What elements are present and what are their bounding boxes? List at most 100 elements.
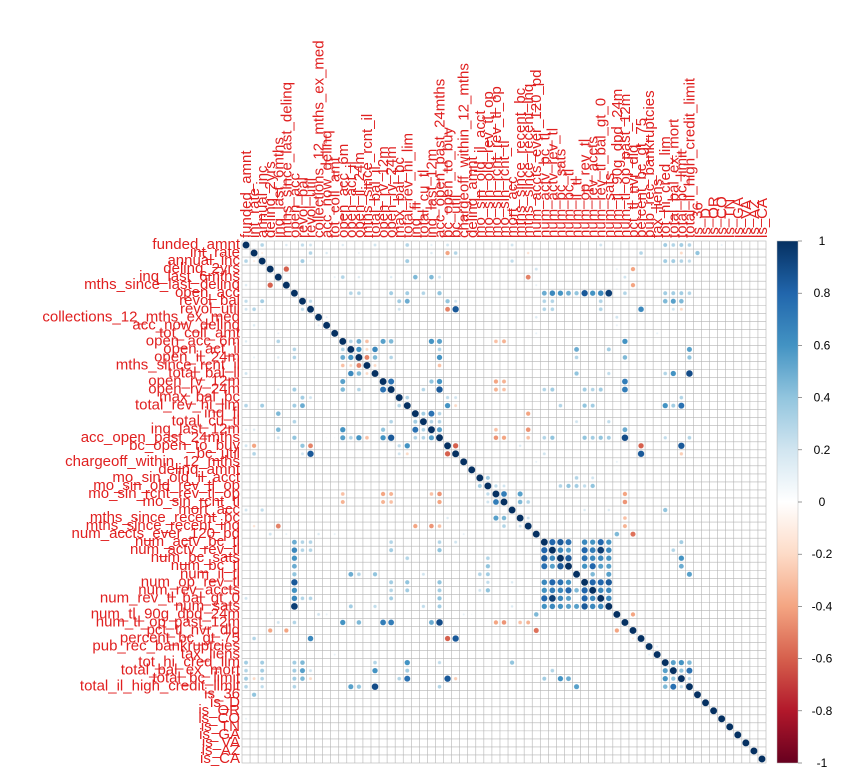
- correlation-circle: [421, 291, 426, 296]
- correlation-circle: [557, 547, 564, 554]
- correlation-circle: [621, 378, 629, 385]
- column-label: is_AZ: [746, 200, 763, 238]
- correlation-circle: [655, 645, 659, 648]
- correlation-circle: [421, 604, 426, 609]
- correlation-circle: [436, 378, 443, 385]
- correlation-circle: [671, 307, 676, 312]
- column-label: num_bc_tl: [560, 169, 577, 238]
- correlation-circle: [291, 587, 298, 594]
- correlation-circle: [307, 450, 315, 458]
- correlation-circle: [621, 434, 629, 442]
- row-label: open_rv_24m: [148, 381, 240, 398]
- correlation-circle: [605, 555, 612, 562]
- correlation-circle: [244, 299, 248, 304]
- correlation-circle: [589, 562, 597, 570]
- correlation-circle: [444, 675, 452, 683]
- correlation-circle: [260, 242, 265, 248]
- correlation-circle: [622, 291, 628, 296]
- correlation-circle: [291, 435, 297, 441]
- correlation-circle: [615, 284, 618, 287]
- correlation-circle: [549, 290, 556, 297]
- correlation-circle: [508, 506, 516, 514]
- correlation-circle: [565, 603, 572, 610]
- correlation-circle: [534, 267, 539, 271]
- correlation-circle: [268, 532, 272, 536]
- correlation-circle: [685, 369, 693, 378]
- correlation-circle: [333, 275, 337, 279]
- correlation-circle: [403, 675, 411, 682]
- color-legend-label: 0.8: [814, 286, 831, 300]
- correlation-circle: [534, 460, 538, 464]
- correlation-circle: [412, 523, 418, 529]
- correlation-circle: [251, 443, 257, 449]
- column-label: open_il_24m: [351, 152, 368, 238]
- correlation-circle: [647, 653, 651, 656]
- correlation-circle: [341, 243, 345, 247]
- correlation-circle: [662, 258, 668, 264]
- correlation-circle: [317, 324, 320, 327]
- correlation-circle: [622, 499, 628, 505]
- correlation-circle: [639, 629, 643, 632]
- correlation-circle: [292, 403, 297, 408]
- row-label: total_bal_ex_mort: [121, 662, 241, 679]
- row-label: pub_rec_bankruptcies: [92, 638, 240, 655]
- correlation-circle: [662, 507, 668, 513]
- correlation-circle: [485, 492, 490, 496]
- correlation-circle: [452, 635, 460, 643]
- correlation-circle: [453, 299, 458, 303]
- correlation-circle: [308, 250, 313, 256]
- column-label: mort_acc: [504, 176, 521, 238]
- column-label: num_rev_accts: [585, 136, 602, 238]
- correlation-circle: [243, 403, 249, 408]
- correlation-circle: [597, 563, 604, 570]
- correlation-circle: [443, 442, 452, 450]
- correlation-circle: [500, 498, 508, 506]
- column-label: total_bal_il: [367, 166, 384, 238]
- column-label: mths_since_last_delinq: [278, 82, 295, 238]
- column-label: total_cu_tl: [415, 170, 432, 238]
- correlation-circle: [615, 315, 619, 320]
- correlation-circle: [534, 332, 538, 335]
- correlation-circle: [429, 379, 434, 384]
- correlation-circle: [421, 435, 426, 440]
- correlation-circle: [404, 442, 411, 449]
- correlation-circle: [388, 547, 394, 553]
- correlation-circle: [397, 676, 402, 681]
- correlation-circle: [589, 603, 596, 610]
- row-label: num_accts_ever_120_pd: [72, 525, 240, 542]
- correlation-circle: [493, 435, 499, 441]
- correlation-circle: [589, 595, 596, 602]
- correlation-circle: [485, 587, 491, 593]
- correlation-circle: [670, 683, 677, 690]
- correlation-circle: [380, 491, 386, 497]
- correlation-circle: [243, 684, 249, 689]
- correlation-circle: [623, 275, 627, 279]
- column-label: total_bal_ex_mort: [665, 118, 682, 238]
- correlation-circle: [413, 435, 418, 440]
- correlation-circle: [274, 273, 283, 281]
- correlation-circle: [679, 684, 684, 689]
- row-label: num_tl_90g_dpd_24m: [91, 605, 240, 622]
- correlation-circle: [510, 580, 514, 584]
- color-legend-label: 0: [819, 495, 826, 509]
- column-label: num_bc_sats: [552, 149, 569, 238]
- correlation-circle: [429, 251, 433, 255]
- correlation-circle: [540, 554, 548, 562]
- correlation-circle: [340, 386, 346, 393]
- correlation-circle: [630, 266, 636, 272]
- correlation-circle: [565, 595, 572, 602]
- correlation-circle: [244, 428, 248, 432]
- correlation-circle: [244, 444, 248, 448]
- correlation-circle: [340, 491, 345, 497]
- correlation-circle: [526, 499, 531, 505]
- correlation-circle: [339, 619, 346, 626]
- correlation-circle: [293, 324, 296, 327]
- correlation-circle: [510, 604, 514, 608]
- correlation-circle: [325, 315, 328, 319]
- row-label: num_op_rev_tl: [141, 573, 240, 590]
- correlation-circle: [348, 435, 353, 440]
- correlation-circle: [615, 468, 618, 471]
- row-label: mths_since_last_delinq: [84, 276, 240, 293]
- row-label: is_D: [210, 694, 240, 711]
- row-label: acc_open_past_24mths: [81, 429, 240, 446]
